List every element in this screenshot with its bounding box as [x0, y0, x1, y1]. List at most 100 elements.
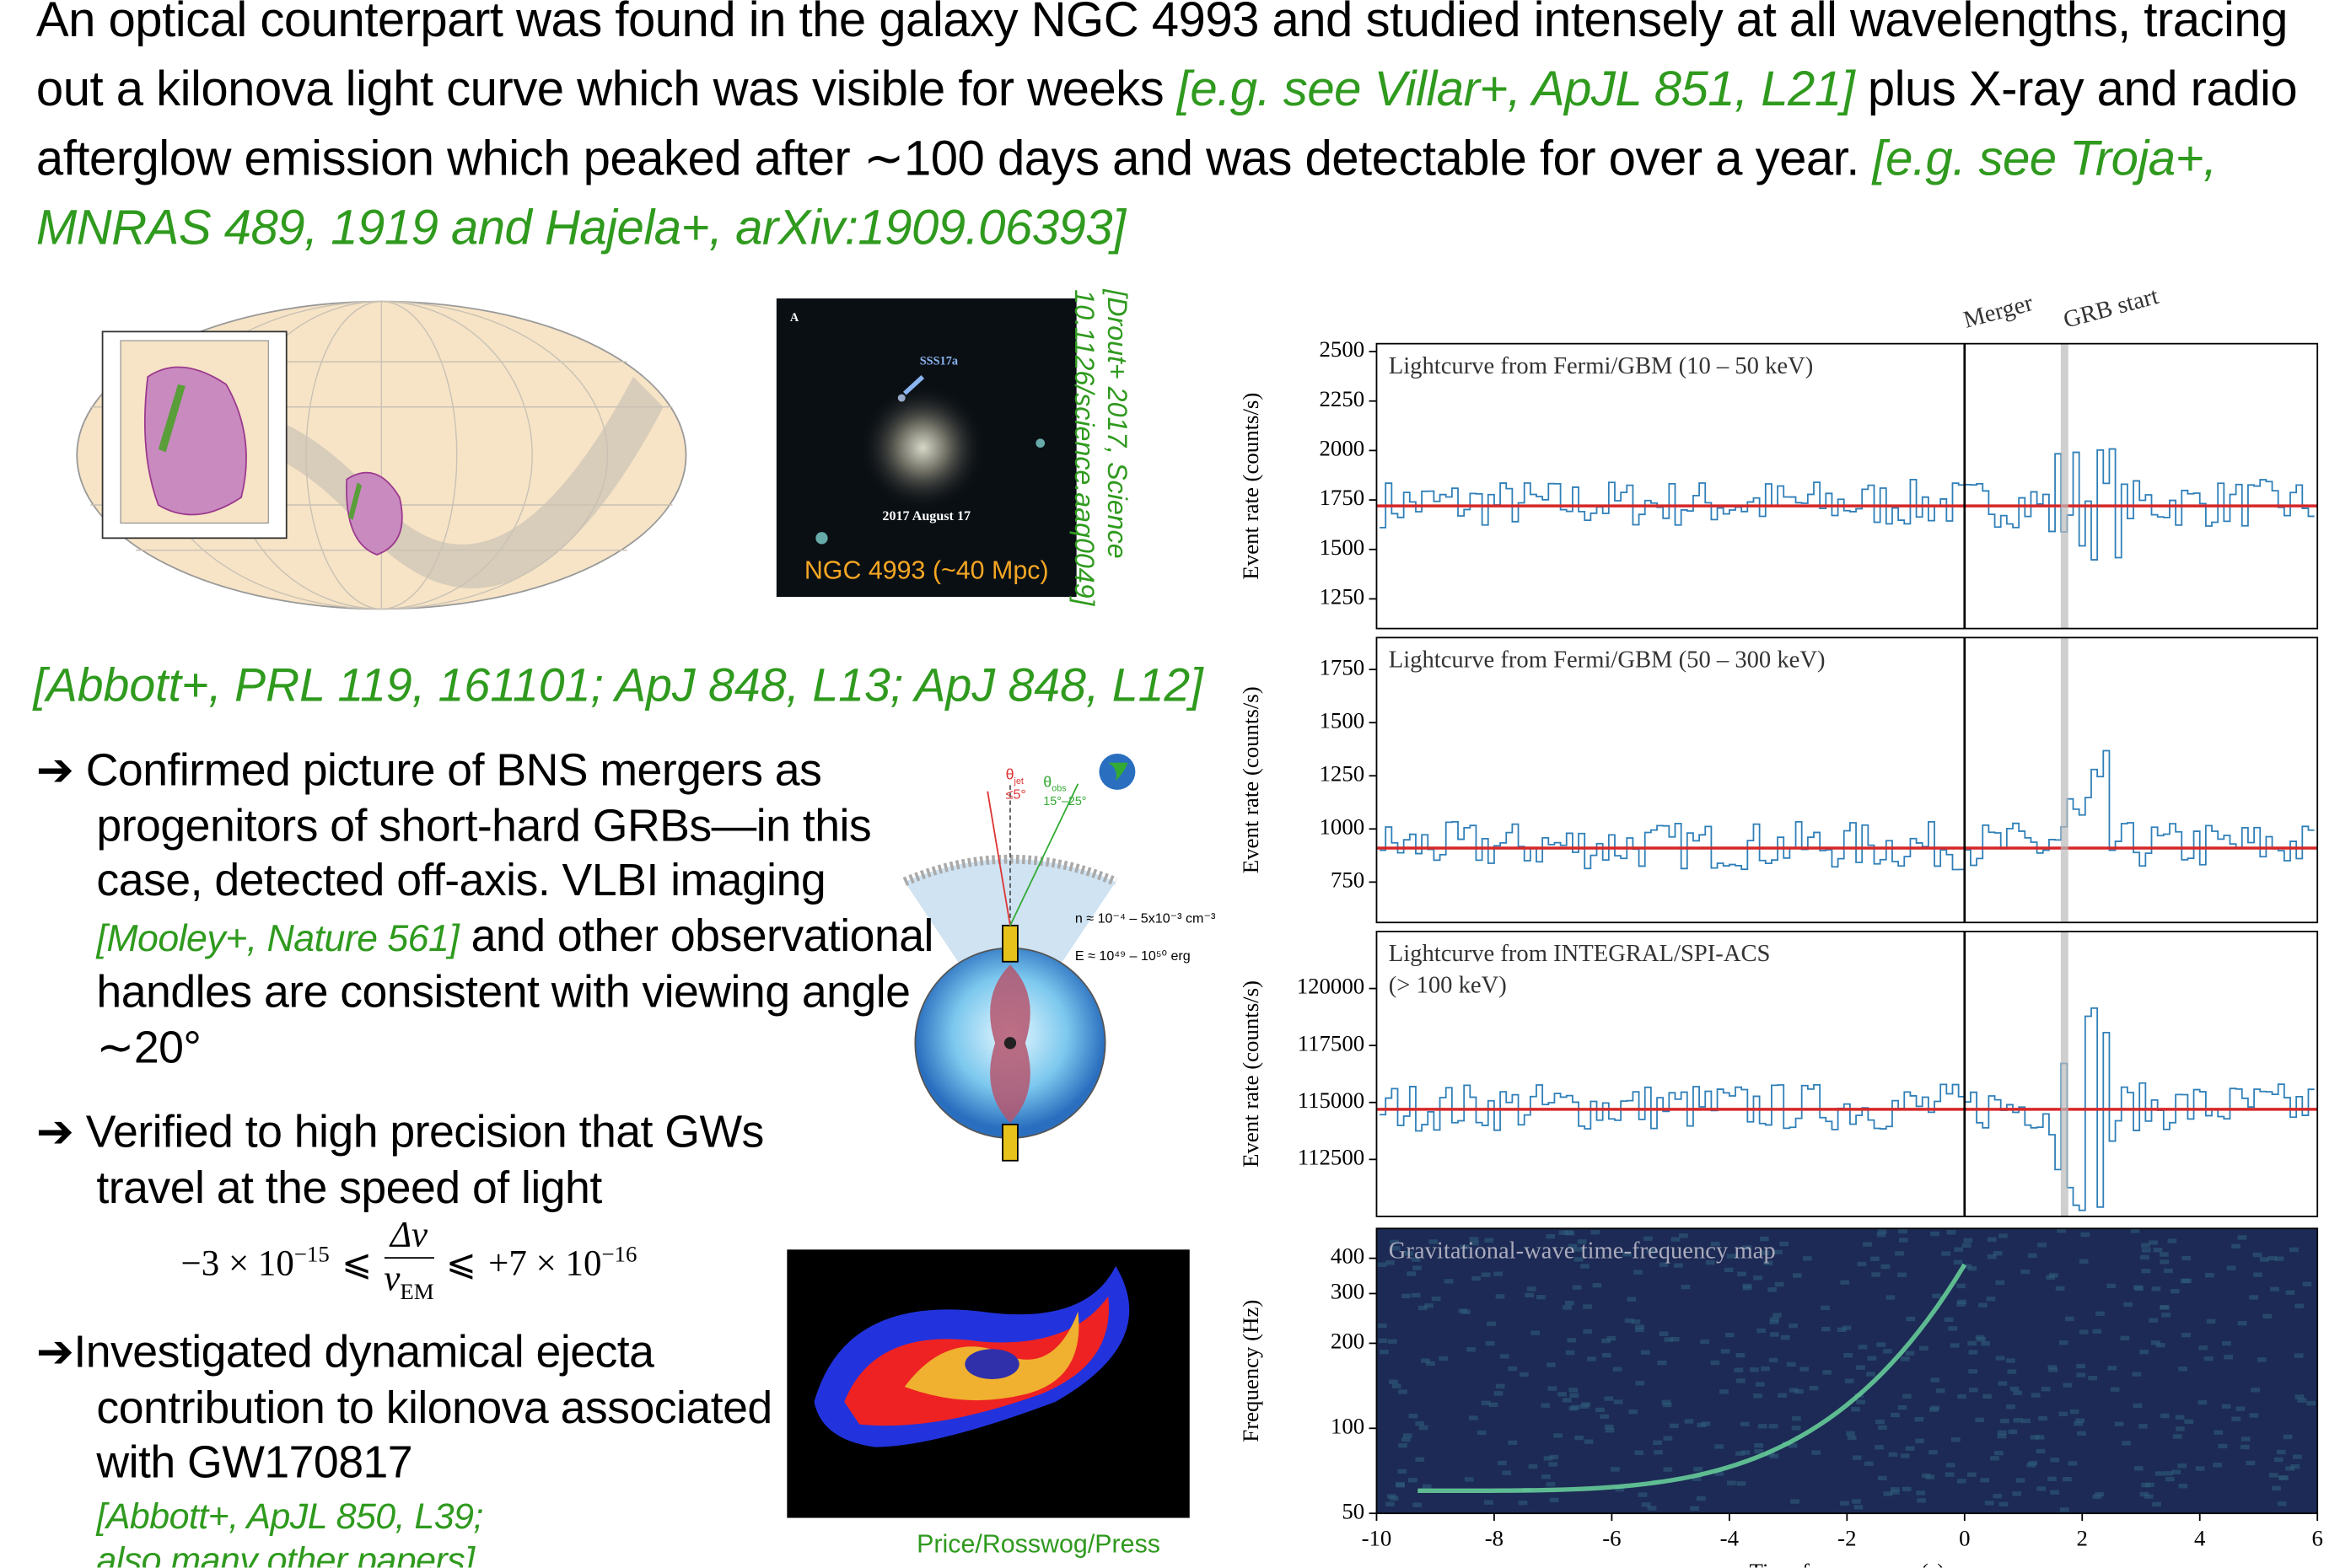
panel-title: Gravitational-wave time-frequency map [1389, 1238, 1776, 1264]
spectrogram-texture [2070, 1410, 2079, 1414]
spectrogram-texture [1925, 1474, 1934, 1479]
spectrogram-texture [1606, 1336, 1616, 1340]
spectrogram-texture [1568, 1388, 1578, 1392]
spectrogram-texture [2056, 1286, 2065, 1291]
spectrogram-texture [2155, 1471, 2165, 1475]
spectrogram-texture [1415, 1458, 1424, 1462]
spectrogram-texture [1790, 1499, 1799, 1503]
spectrogram-texture [1858, 1262, 1867, 1266]
spectrogram-texture [1848, 1436, 1857, 1440]
spectrogram-texture [1852, 1499, 1861, 1503]
spectrogram-texture [2249, 1413, 2258, 1417]
spectrogram-texture [1779, 1242, 1789, 1246]
spectrogram-texture [1600, 1415, 1609, 1419]
spectrogram-texture [2240, 1445, 2250, 1449]
spectrogram-texture [2270, 1286, 2279, 1291]
spectrogram-texture [1917, 1498, 1926, 1502]
spectrogram-texture [2160, 1305, 2170, 1309]
reference-line: also many other papers] [96, 1538, 850, 1568]
x-tick-label: 2 [2077, 1526, 2088, 1551]
spectrogram-texture [1743, 1286, 1752, 1290]
spectrogram-texture [1767, 1287, 1777, 1291]
spectrogram-texture [1866, 1372, 1875, 1376]
spectrogram-texture [1775, 1282, 1784, 1286]
spectrogram-texture [2007, 1369, 2016, 1373]
spectrogram-texture [1423, 1485, 1432, 1489]
y-axis-label: Event rate (counts/s) [1238, 393, 1263, 580]
y-tick-label: 100 [1331, 1413, 1364, 1438]
spectrogram-texture [1401, 1437, 1411, 1442]
x-tick-label: 0 [1959, 1526, 1970, 1551]
y-tick-label: 1750 [1320, 485, 1365, 510]
spectrogram-texture [2269, 1473, 2278, 1477]
spectrogram-texture [2182, 1279, 2192, 1283]
spectrogram-texture [1891, 1413, 1900, 1417]
spectrogram-texture [1494, 1391, 1504, 1395]
spectrogram-texture [1941, 1251, 1950, 1255]
spectrogram-texture [1432, 1297, 1441, 1301]
spectrogram-texture [2036, 1486, 2046, 1490]
spectrogram-texture [2108, 1366, 2117, 1370]
spectrogram-texture [2294, 1304, 2304, 1308]
spectrogram-texture [1954, 1247, 1963, 1251]
spectrogram-texture [2207, 1319, 2216, 1324]
y-tick-label: 117500 [1298, 1030, 1364, 1055]
spectrogram-texture [2238, 1321, 2247, 1325]
spectrogram-texture [2000, 1419, 2009, 1423]
spectrogram-texture [1714, 1444, 1724, 1448]
spectrogram-texture [2173, 1434, 2182, 1438]
spectrogram-texture [2122, 1441, 2131, 1445]
spectrogram-texture [2172, 1470, 2181, 1474]
y-tick-label: 200 [1331, 1329, 1364, 1354]
spectrogram-texture [1611, 1467, 1620, 1471]
spectrogram-texture [1465, 1477, 1474, 1481]
y-tick-label: 1250 [1320, 760, 1365, 786]
angle-value: 15°–25° [1043, 794, 1086, 808]
spectrogram-texture [2227, 1266, 2236, 1270]
spectrogram-texture [2149, 1318, 2158, 1323]
spectrogram-texture [1530, 1330, 1540, 1334]
spectrogram-texture [2160, 1414, 2170, 1418]
y-tick-label: 120000 [1297, 974, 1364, 999]
spectrogram-texture [1529, 1464, 1538, 1469]
spectrogram-texture [2133, 1404, 2143, 1408]
spectrogram-texture [2277, 1450, 2286, 1454]
spectrogram-texture [1811, 1450, 1821, 1454]
spectrogram-texture [2131, 1228, 2140, 1232]
spectrogram-texture [1951, 1437, 1961, 1442]
spectrogram-texture [1486, 1341, 1495, 1345]
spectrogram-texture [1946, 1463, 1955, 1467]
spectrogram-texture [2196, 1466, 2205, 1470]
symbol: θ [1006, 767, 1014, 784]
image-citation: [Drout+ 2017, Science10.1126/science.aaq… [1068, 289, 1134, 605]
spectrogram-texture [1664, 1436, 1673, 1440]
spectrogram-texture [1980, 1478, 1989, 1482]
spectrogram-texture [2060, 1507, 2069, 1512]
spectrogram-texture [2063, 1383, 2073, 1387]
spectrogram-texture [1770, 1332, 1779, 1336]
spectrogram-texture [1886, 1295, 1896, 1299]
y-tick-label: 1500 [1320, 707, 1365, 733]
spectrogram-texture [1916, 1490, 1925, 1495]
spectrogram-texture [1614, 1399, 1623, 1404]
spectrogram-texture [1477, 1431, 1487, 1435]
spectrogram-texture [1898, 1229, 1907, 1233]
spectrogram-texture [2178, 1367, 2187, 1371]
spectrogram-texture [1821, 1306, 1830, 1310]
spectrogram-texture [2036, 1435, 2045, 1439]
panel-background [1376, 637, 2317, 922]
bullet-arrow: ➔ [36, 1108, 73, 1157]
spectrogram-texture [1769, 1320, 1778, 1324]
spectrogram-texture [1930, 1405, 1939, 1410]
spectrogram-texture [1756, 1382, 1765, 1386]
x-tick-label: -8 [1485, 1526, 1504, 1551]
spectrogram-texture [1415, 1421, 1424, 1426]
spectrogram-texture [1787, 1362, 1796, 1367]
main-citation: [Abbott+, PRL 119, 161101; ApJ 848, L13;… [33, 658, 1202, 712]
spectrogram-texture [1875, 1420, 1885, 1424]
spectrogram-texture [2184, 1420, 2193, 1424]
spectrogram-texture [1954, 1260, 1963, 1265]
spectrogram-texture [1584, 1439, 1594, 1443]
spectrogram-texture [1527, 1286, 1536, 1291]
spectrogram-texture [2079, 1329, 2089, 1334]
